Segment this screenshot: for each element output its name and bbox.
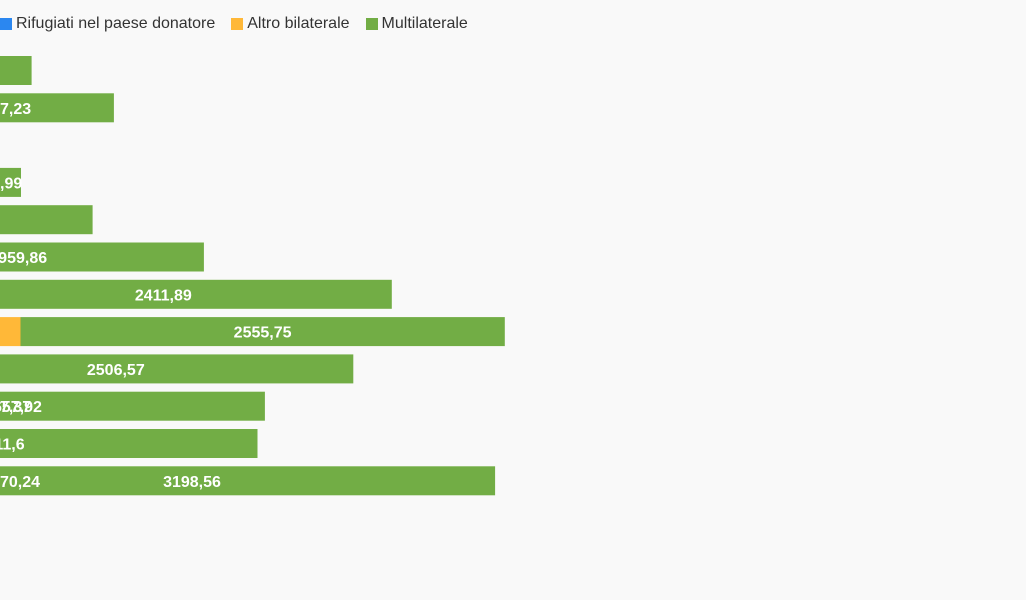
bar-value-label: 3198,56 xyxy=(163,474,221,491)
bar-value-label: 2711,6 xyxy=(0,437,25,454)
bar-segment xyxy=(0,167,21,197)
bar-segment xyxy=(0,391,265,421)
bar-value-label: 1959,86 xyxy=(0,250,47,267)
legend-item-multilaterale: Multilaterale xyxy=(365,15,468,33)
legend: Rifugiati nel paese donatore Altro bilat… xyxy=(0,12,484,36)
legend-label-altro-bilaterale: Altro bilaterale xyxy=(247,15,350,32)
bar-value-label: 2411,89 xyxy=(135,287,192,304)
legend-item-rifugiati: Rifugiati nel paese donatore xyxy=(0,15,215,33)
bar-segment xyxy=(0,429,258,458)
bar-segment xyxy=(0,56,32,85)
bar-value-label: ,99 xyxy=(0,175,22,192)
legend-swatch-rifugiati xyxy=(0,18,12,30)
bar-value-label: 7,37 xyxy=(0,399,31,416)
legend-label-rifugiati: Rifugiati nel paese donatore xyxy=(16,15,216,32)
bar-segment xyxy=(0,317,21,347)
bar-segment xyxy=(0,279,392,309)
bar-value-label: 70,24 xyxy=(0,474,40,491)
bar-segment xyxy=(20,317,505,347)
bar-value-label: 2657,92 xyxy=(0,399,42,416)
bar-value-label: 7,23 xyxy=(0,101,31,118)
bar-value-label: 2555,75 xyxy=(234,325,292,342)
bar-segment xyxy=(0,93,114,123)
bar-segment xyxy=(0,354,354,384)
bar-segment xyxy=(0,466,496,496)
legend-swatch-multilaterale xyxy=(365,18,378,30)
bar-segment xyxy=(0,242,204,272)
bar-value-label: 2506,57 xyxy=(87,362,145,379)
legend-item-altro-bilaterale: Altro bilaterale xyxy=(231,15,350,33)
legend-swatch-altro-bilaterale xyxy=(231,18,244,30)
legend-label-multilaterale: Multilaterale xyxy=(381,15,468,32)
bar-segment xyxy=(0,205,93,235)
